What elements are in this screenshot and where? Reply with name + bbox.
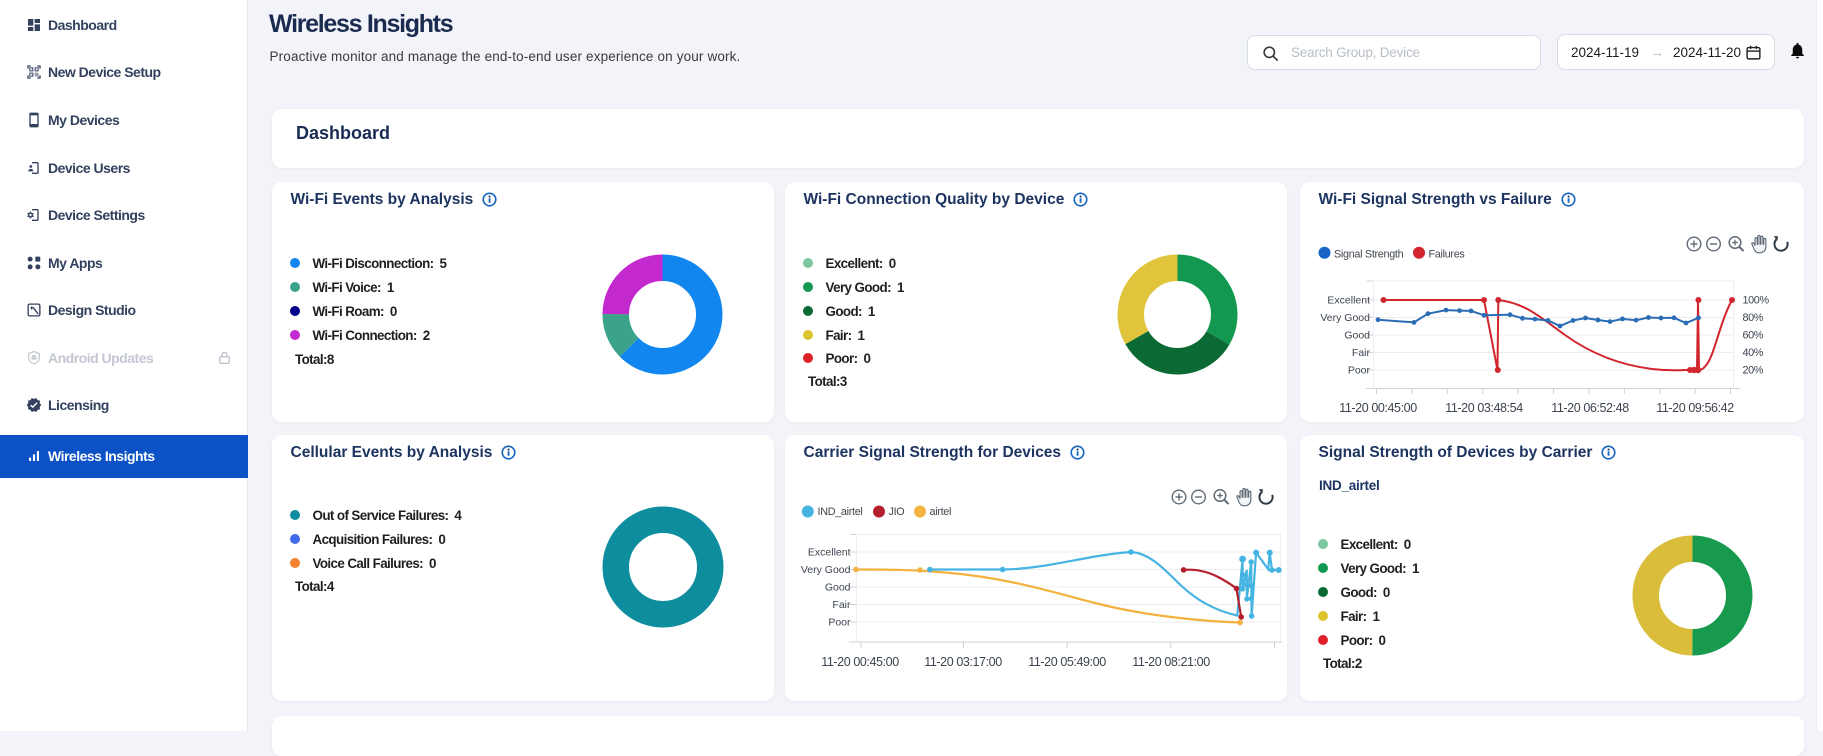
svg-text:11-20 06:52:48: 11-20 06:52:48 [1551,401,1629,415]
svg-text:11-20 03:48:54: 11-20 03:48:54 [1445,401,1523,415]
svg-text:Good: Good [1344,330,1370,342]
svg-text:11-20 09:56:42: 11-20 09:56:42 [1656,401,1734,415]
svg-text:20%: 20% [1743,365,1764,377]
svg-text:11-20 00:45:00: 11-20 00:45:00 [1339,401,1417,415]
svg-text:Excellent: Excellent [808,547,851,559]
svg-text:Excellent: Excellent [1327,295,1370,307]
svg-text:Fair: Fair [1352,347,1371,359]
svg-text:11-20 03:17:00: 11-20 03:17:00 [924,655,1002,669]
svg-text:Poor: Poor [1348,365,1371,377]
svg-text:JIO: JIO [889,506,905,518]
svg-text:Failures: Failures [1429,249,1466,261]
svg-text:Very Good: Very Good [1320,312,1370,324]
svg-text:IND_airtel: IND_airtel [818,506,863,518]
svg-text:60%: 60% [1743,330,1764,342]
svg-text:11-20 08:21:00: 11-20 08:21:00 [1132,655,1210,669]
svg-text:100%: 100% [1743,295,1770,307]
svg-text:Signal Strength: Signal Strength [1334,249,1404,261]
svg-text:airtel: airtel [930,506,952,518]
svg-text:Fair: Fair [832,599,851,611]
svg-text:40%: 40% [1743,347,1764,359]
svg-text:Poor: Poor [828,617,851,629]
svg-text:11-20 00:45:00: 11-20 00:45:00 [821,655,899,669]
svg-text:80%: 80% [1743,312,1764,324]
svg-text:Good: Good [825,582,851,594]
svg-text:11-20 05:49:00: 11-20 05:49:00 [1028,655,1106,669]
svg-text:Very Good: Very Good [801,564,851,576]
